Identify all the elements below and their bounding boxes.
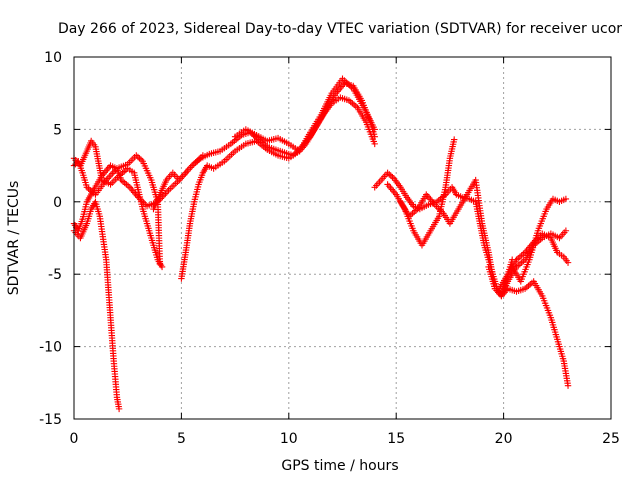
data-point: [450, 136, 458, 143]
y-tick-label: 0: [53, 195, 62, 211]
series-arc-7: [231, 75, 378, 155]
x-tick-label: 10: [280, 431, 298, 447]
y-tick-label: 5: [53, 122, 62, 138]
data-point: [564, 382, 572, 389]
x-tick-label: 0: [70, 431, 79, 447]
axis-ticks: 0 5 10 15 20 25 -15 -10 -5 0 5 10: [39, 50, 620, 447]
data-points: [70, 75, 572, 413]
data-point: [371, 140, 378, 148]
y-tick-label: -15: [39, 412, 62, 428]
data-point: [564, 259, 572, 266]
data-point: [562, 227, 570, 234]
data-point: [115, 405, 123, 413]
series-arc-1: [70, 198, 123, 413]
plot-frame: [73, 56, 612, 420]
y-tick-label: 10: [44, 50, 62, 66]
y-tick-label: -5: [48, 267, 62, 283]
data-point: [156, 260, 164, 268]
x-tick-label: 15: [387, 431, 405, 447]
chart-title: Day 266 of 2023, Sidereal Day-to-day VTE…: [58, 21, 622, 37]
x-tick-label: 25: [602, 431, 620, 447]
x-axis-label: GPS time / hours: [281, 458, 398, 474]
data-point: [562, 195, 570, 203]
y-axis-label: SDTVAR / TECUs: [6, 181, 22, 296]
data-point: [72, 160, 79, 168]
x-tick-label: 5: [177, 431, 186, 447]
series-arc-9: [384, 136, 458, 249]
series-arc-13: [508, 195, 570, 285]
y-tick-label: -10: [39, 340, 62, 356]
data-point: [371, 126, 378, 133]
grid-lines: [74, 57, 611, 419]
x-tick-label: 20: [495, 431, 513, 447]
series-arc-11: [485, 263, 572, 389]
series-arc-12: [496, 230, 572, 292]
